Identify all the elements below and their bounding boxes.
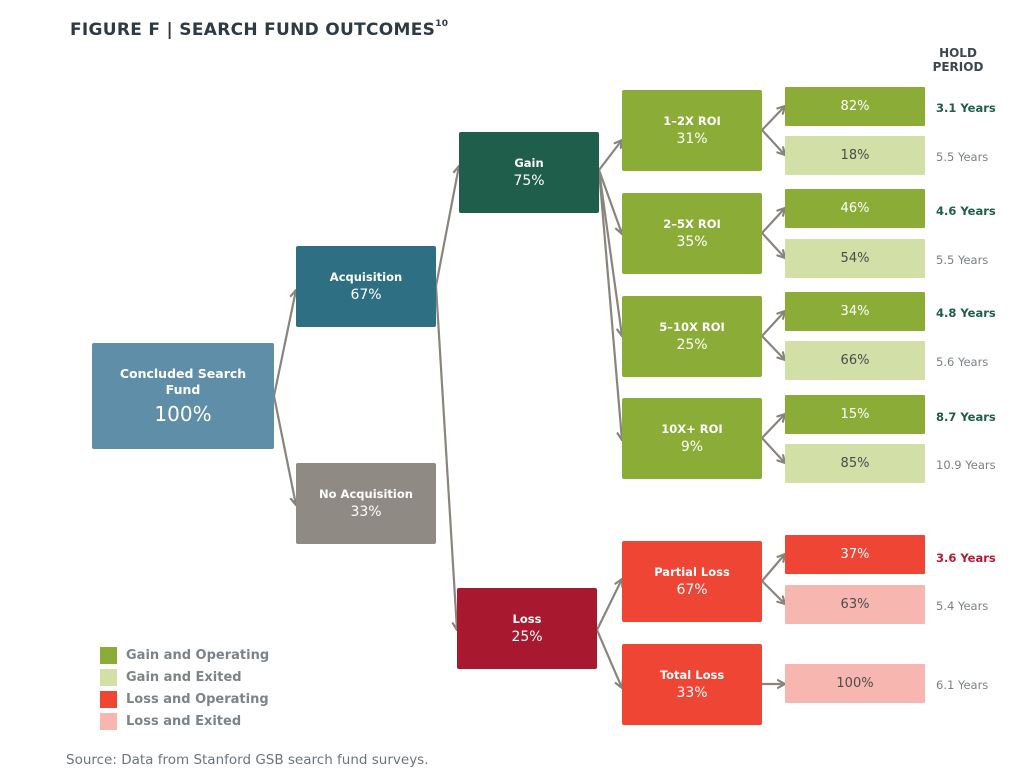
node-label: Total Loss <box>659 667 725 682</box>
node-no-acquisition: No Acquisition 33% <box>296 463 436 544</box>
legend-item-loss-exited: Loss and Exited <box>100 710 269 732</box>
node-label: Loss <box>512 611 542 626</box>
connector-line <box>760 412 787 440</box>
hold-period: 4.6 Years <box>936 204 996 218</box>
outcome-box: 15% <box>785 395 925 434</box>
outcome-box: 18% <box>785 136 925 175</box>
node-percent: 67% <box>676 581 708 598</box>
outcome-box: 82% <box>785 87 925 126</box>
connector-line <box>760 231 787 260</box>
node-percent: 25% <box>676 336 708 353</box>
node-acquisition: Acquisition 67% <box>296 246 436 327</box>
connector-line <box>760 309 787 338</box>
node-partial-loss: Partial Loss 67% <box>622 541 762 622</box>
outcome-box: 63% <box>785 585 925 624</box>
node-roi-1-2x: 1–2X ROI 31% <box>622 90 762 171</box>
node-percent: 9% <box>680 438 704 455</box>
connector-line <box>760 552 787 583</box>
figure-title-text: FIGURE F | SEARCH FUND OUTCOMES <box>70 20 436 40</box>
node-total-loss: Total Loss 33% <box>622 644 762 725</box>
node-percent: 75% <box>513 172 545 189</box>
node-label: Partial Loss <box>654 564 730 579</box>
connector-line <box>597 168 624 236</box>
node-percent: 67% <box>350 286 382 303</box>
node-label: No Acquisition <box>319 486 413 501</box>
outcome-box: 54% <box>785 239 925 278</box>
legend-item-gain-operating: Gain and Operating <box>100 644 269 666</box>
outcome-box: 46% <box>785 189 925 228</box>
figure-title-footnote: 10 <box>435 19 449 29</box>
node-label: Acquisition <box>329 269 403 284</box>
legend-swatch <box>100 668 117 686</box>
legend-label: Loss and Operating <box>126 691 269 707</box>
legend-swatch <box>100 646 117 664</box>
connector-line <box>597 138 624 172</box>
connector-line <box>760 206 787 235</box>
connector-line <box>760 128 787 157</box>
connector-line <box>760 104 787 132</box>
outcome-box: 34% <box>785 292 925 331</box>
connector-line <box>595 577 624 632</box>
node-percent: 100% <box>154 401 212 426</box>
node-loss: Loss 25% <box>457 588 597 669</box>
node-percent: 25% <box>511 628 543 645</box>
legend-label: Gain and Operating <box>126 647 270 663</box>
node-label: Concluded Search Fund <box>119 365 247 397</box>
node-concluded-search-fund: Concluded Search Fund 100% <box>92 343 274 449</box>
connector-line <box>597 168 624 338</box>
node-roi-2-5x: 2–5X ROI 35% <box>622 193 762 274</box>
connector-line <box>434 164 461 288</box>
hold-period-header-line2: PERIOD <box>932 60 984 74</box>
outcome-box: 85% <box>785 444 925 483</box>
connector-line <box>597 168 624 442</box>
legend-item-loss-operating: Loss and Operating <box>100 688 269 710</box>
source-note: Source: Data from Stanford GSB search fu… <box>66 752 429 768</box>
hold-period: 5.6 Years <box>936 355 989 369</box>
node-percent: 35% <box>676 233 708 250</box>
node-gain: Gain 75% <box>459 132 599 213</box>
connector-line <box>272 288 298 398</box>
node-label: 1–2X ROI <box>663 113 721 128</box>
hold-period-header-line1: HOLD <box>939 46 977 60</box>
hold-period: 8.7 Years <box>936 410 996 424</box>
legend-swatch <box>100 712 117 730</box>
node-label: 10X+ ROI <box>661 421 723 436</box>
node-roi-10x-plus: 10X+ ROI 9% <box>622 398 762 479</box>
outcome-box: 100% <box>785 664 925 703</box>
outcome-box: 66% <box>785 341 925 380</box>
hold-period: 6.1 Years <box>936 678 989 692</box>
hold-period: 10.9 Years <box>936 458 996 472</box>
legend: Gain and Operating Gain and Exited Loss … <box>100 644 269 732</box>
node-percent: 31% <box>676 130 708 147</box>
connector-line <box>760 579 787 606</box>
connector-line <box>760 436 787 465</box>
node-roi-5-10x: 5–10X ROI 25% <box>622 296 762 377</box>
node-label: 2–5X ROI <box>663 216 721 231</box>
connector-line <box>434 284 459 632</box>
legend-label: Loss and Exited <box>126 713 242 729</box>
hold-period: 5.5 Years <box>936 150 989 164</box>
node-label: Gain <box>514 155 544 170</box>
hold-period: 3.1 Years <box>936 101 996 115</box>
connector-line <box>595 628 624 690</box>
node-label: 5–10X ROI <box>659 319 725 334</box>
legend-item-gain-exited: Gain and Exited <box>100 666 269 688</box>
hold-period: 5.4 Years <box>936 599 989 613</box>
connector-line <box>272 394 298 507</box>
node-percent: 33% <box>350 503 382 520</box>
figure-title: FIGURE F | SEARCH FUND OUTCOMES10 <box>70 19 449 40</box>
hold-period-header: HOLD PERIOD <box>928 46 988 74</box>
connector-line <box>760 334 787 362</box>
legend-swatch <box>100 690 117 708</box>
hold-period: 3.6 Years <box>936 551 996 565</box>
hold-period: 5.5 Years <box>936 253 989 267</box>
legend-label: Gain and Exited <box>126 669 242 685</box>
outcome-box: 37% <box>785 535 925 574</box>
node-percent: 33% <box>676 684 708 701</box>
hold-period: 4.8 Years <box>936 306 996 320</box>
